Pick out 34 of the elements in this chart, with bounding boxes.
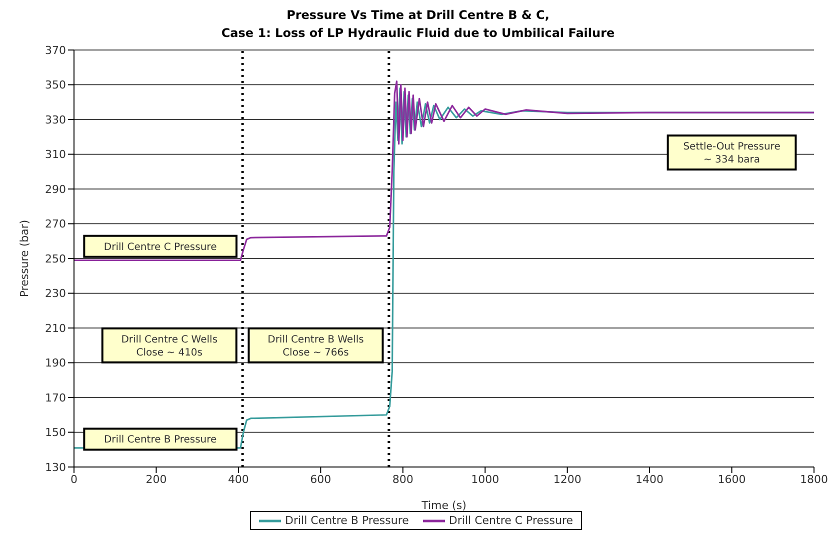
x-tick-label: 200 <box>146 472 167 486</box>
annotation: Settle-Out Pressure ~ 334 bara <box>683 142 780 166</box>
annotation: Drill Centre C Pressure <box>104 242 217 253</box>
x-tick-label: 1000 <box>471 472 500 486</box>
y-tick-label: 170 <box>45 391 66 404</box>
y-tick-label: 310 <box>45 148 66 162</box>
x-tick-label: 1400 <box>636 472 664 486</box>
annotation: Drill Centre B Wells Close ~ 766s <box>268 334 364 358</box>
y-tick-label: 150 <box>45 426 66 440</box>
x-tick-label: 400 <box>228 472 249 486</box>
x-tick-label: 800 <box>392 472 414 486</box>
annotation: Drill Centre B Pressure <box>104 434 217 446</box>
x-tick-label: 1200 <box>553 472 582 486</box>
x-tick-label: 600 <box>310 472 332 486</box>
y-tick-label: 350 <box>45 78 66 92</box>
y-tick-label: 230 <box>45 287 66 300</box>
legend-label: Drill Centre B Pressure <box>284 514 409 527</box>
x-tick-label: 0 <box>70 472 78 486</box>
legend-label: Drill Centre C Pressure <box>448 514 574 527</box>
y-tick-label: 210 <box>45 322 66 335</box>
x-axis-title: Time (s) <box>420 499 466 512</box>
y-tick-label: 270 <box>45 218 66 231</box>
y-tick-label: 250 <box>45 252 66 266</box>
x-tick-label: 1600 <box>718 472 746 486</box>
y-axis-title: Pressure (bar) <box>18 220 31 298</box>
chart-subtitle: Case 1: Loss of LP Hydraulic Fluid due to Umbilical Failure <box>220 26 616 40</box>
y-tick-label: 330 <box>45 113 66 126</box>
y-tick-label: 130 <box>45 460 66 474</box>
x-tick-label: 1800 <box>800 472 828 486</box>
y-tick-label: 370 <box>45 44 66 57</box>
y-tick-label: 290 <box>45 182 66 196</box>
y-tick-label: 190 <box>45 356 66 370</box>
chart-title: Pressure Vs Time at Drill Centre B & C, <box>286 8 550 22</box>
annotation: Drill Centre C Wells Close ~ 410s <box>121 334 218 358</box>
